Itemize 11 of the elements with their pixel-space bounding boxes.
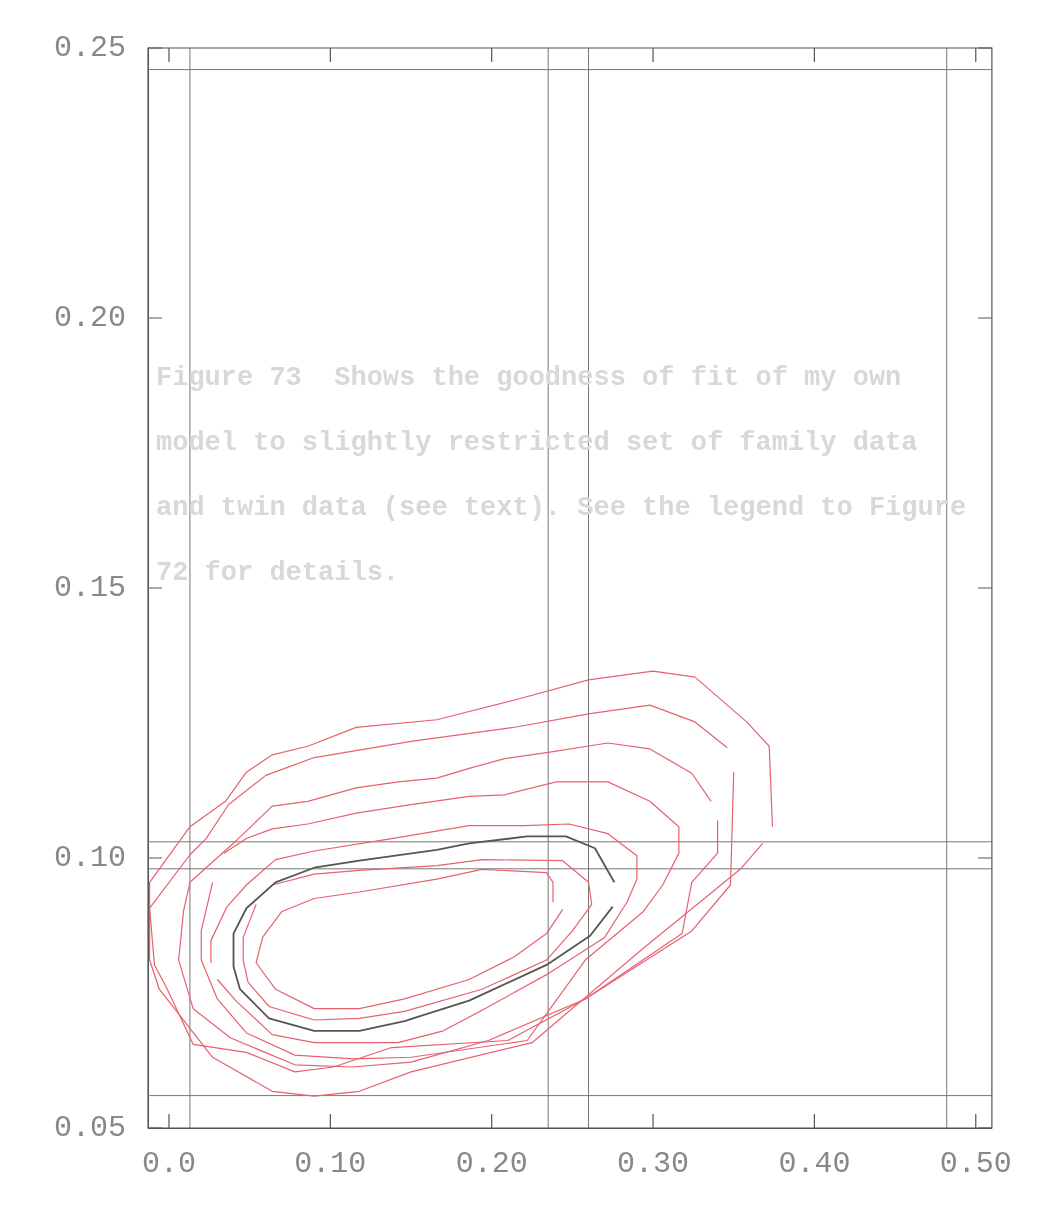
x-tick-label: 0.30 [617,1146,690,1181]
x-tick-label: 0.50 [939,1146,1012,1181]
y-tick-label: 0.20 [53,300,126,335]
x-tick-label: 0.20 [455,1146,528,1181]
x-tick-label: 0.0 [141,1146,196,1181]
y-tick-label: 0.15 [53,570,126,605]
y-tick-label: 0.25 [53,30,126,65]
y-tick-label: 0.05 [53,1110,126,1145]
x-tick-label: 0.40 [778,1146,851,1181]
x-tick-label: 0.10 [294,1146,367,1181]
y-tick-label: 0.10 [53,840,126,875]
